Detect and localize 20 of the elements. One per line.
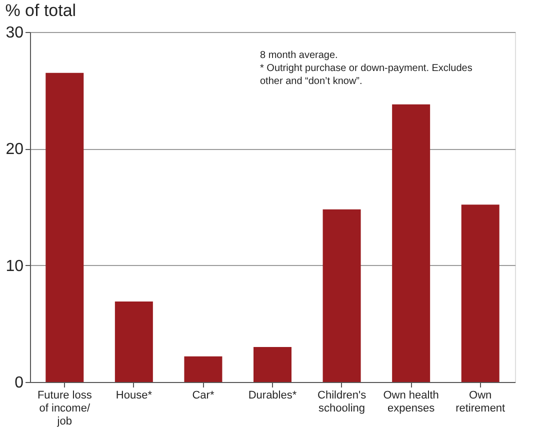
x-tick-label: Own retirement bbox=[456, 390, 506, 414]
bar bbox=[46, 72, 84, 382]
x-tick-label: Own health expenses bbox=[383, 390, 439, 414]
y-tick-label: 30 bbox=[6, 24, 24, 42]
y-tick-label: 0 bbox=[14, 374, 24, 392]
bar bbox=[392, 104, 430, 382]
x-tick-label: Car* bbox=[192, 390, 215, 402]
x-tick-label: House* bbox=[116, 390, 153, 402]
bar bbox=[114, 302, 153, 382]
y-tick-label: 10 bbox=[6, 258, 24, 275]
x-tick-label: Future loss of income/ job bbox=[37, 390, 92, 428]
bar bbox=[322, 209, 361, 382]
y-tick-label: 20 bbox=[6, 141, 24, 158]
bar bbox=[461, 204, 500, 382]
x-tick-label: Children's schooling bbox=[317, 390, 367, 414]
x-tick-label: Durables* bbox=[248, 390, 298, 402]
bar bbox=[184, 356, 222, 382]
y-axis-title: % of total bbox=[5, 1, 76, 20]
annotation: 8 month average. * Outright purchase or down-payment. Excludes other and “don’t know”. bbox=[260, 50, 472, 87]
bar bbox=[254, 347, 292, 382]
